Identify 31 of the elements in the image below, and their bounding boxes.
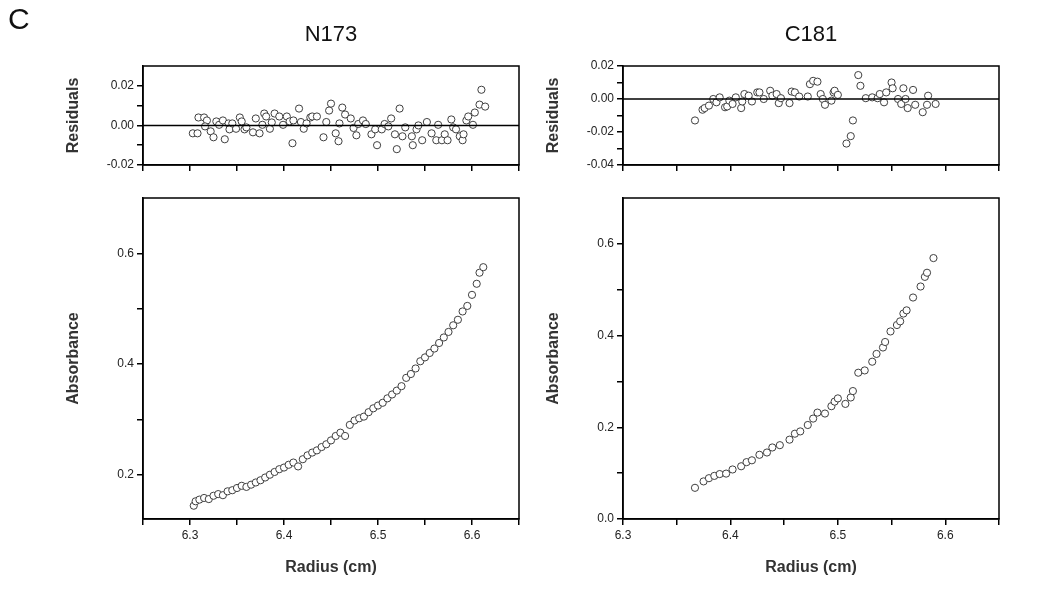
x-tick-label: 6.5: [829, 527, 847, 542]
y-tick-label: 0.00: [110, 117, 135, 132]
y-tick-label: 0.2: [597, 419, 615, 434]
y-tick-label: 0.4: [597, 327, 615, 342]
y-tick-label: 0.6: [117, 245, 135, 260]
y-axis-title: Residuals: [64, 77, 82, 154]
x-axis-title: Radius (cm): [285, 557, 377, 575]
chart-title: N173: [304, 21, 358, 47]
x-tick-label: 6.3: [614, 527, 632, 542]
text: C: [8, 2, 30, 36]
x-tick-label: 6.5: [369, 527, 387, 542]
y-tick-label: 0.00: [590, 91, 615, 106]
y-tick-label: 0.0: [597, 511, 615, 526]
x-tick-label: 6.4: [722, 527, 740, 542]
y-tick-label: 0.6: [597, 236, 615, 251]
x-axis-title: Radius (cm): [765, 557, 857, 575]
y-axis-title: Absorbance: [64, 312, 82, 405]
x-tick-label: 6.6: [463, 527, 481, 542]
y-tick-label: -0.04: [586, 157, 615, 172]
y-tick-label: 0.4: [117, 356, 135, 371]
x-tick-label: 6.3: [181, 527, 199, 542]
y-tick-label: 0.2: [117, 467, 135, 482]
x-tick-label: 6.4: [275, 527, 293, 542]
x-tick-label: 6.6: [936, 527, 954, 542]
y-tick-label: -0.02: [106, 157, 135, 172]
y-tick-label: 0.02: [110, 78, 135, 93]
y-tick-label: -0.02: [586, 124, 615, 139]
y-axis-title: Absorbance: [544, 312, 562, 405]
y-tick-label: 0.02: [590, 58, 615, 73]
y-axis-title: Residuals: [544, 77, 562, 154]
chart-title: C181: [784, 21, 838, 47]
